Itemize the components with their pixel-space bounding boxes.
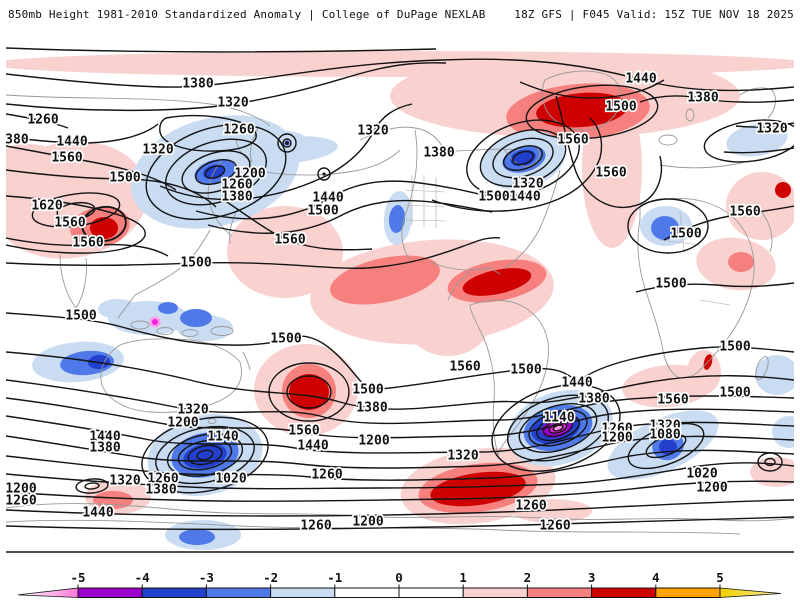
svg-text:1560: 1560 xyxy=(288,424,319,439)
svg-text:1560: 1560 xyxy=(557,133,588,148)
svg-text:1320: 1320 xyxy=(357,124,388,139)
svg-text:1560: 1560 xyxy=(54,216,85,231)
svg-text:1140: 1140 xyxy=(207,430,238,445)
svg-text:1440: 1440 xyxy=(82,506,113,521)
svg-text:1440: 1440 xyxy=(561,376,592,391)
svg-text:1560: 1560 xyxy=(657,393,688,408)
svg-text:0: 0 xyxy=(395,570,403,585)
svg-text:5: 5 xyxy=(716,570,724,585)
svg-text:1500: 1500 xyxy=(352,383,383,398)
svg-text:1260: 1260 xyxy=(601,422,632,437)
svg-text:1020: 1020 xyxy=(215,472,246,487)
svg-text:1320: 1320 xyxy=(109,474,140,489)
svg-text:1440: 1440 xyxy=(56,135,87,150)
svg-text:1560: 1560 xyxy=(729,205,760,220)
svg-text:1500: 1500 xyxy=(510,363,541,378)
map-title: 850mb Height 1981-2010 Standardized Anom… xyxy=(8,7,486,21)
svg-text:-4: -4 xyxy=(135,570,150,585)
svg-text:1560: 1560 xyxy=(274,233,305,248)
svg-text:1320: 1320 xyxy=(512,177,543,192)
svg-text:1500: 1500 xyxy=(605,100,636,115)
svg-text:1380: 1380 xyxy=(356,401,387,416)
svg-text:1440: 1440 xyxy=(625,72,656,87)
svg-text:1200: 1200 xyxy=(234,167,265,182)
svg-text:1380: 1380 xyxy=(182,77,213,92)
svg-text:1020: 1020 xyxy=(686,467,717,482)
svg-text:1320: 1320 xyxy=(447,449,478,464)
svg-text:1500: 1500 xyxy=(65,309,96,324)
svg-text:1260: 1260 xyxy=(147,472,178,487)
svg-text:1500: 1500 xyxy=(719,340,750,355)
svg-text:1200: 1200 xyxy=(601,431,632,446)
svg-text:1260: 1260 xyxy=(539,519,570,534)
svg-text:1200: 1200 xyxy=(352,515,383,530)
svg-text:1500: 1500 xyxy=(109,171,140,186)
svg-text:1440: 1440 xyxy=(312,191,343,206)
svg-text:3: 3 xyxy=(588,570,596,585)
svg-text:1560: 1560 xyxy=(72,236,103,251)
svg-text:1320: 1320 xyxy=(142,143,173,158)
model-run-info: 18Z GFS | F045 Valid: 15Z TUE NOV 18 202… xyxy=(514,7,794,21)
svg-text:4: 4 xyxy=(652,570,660,585)
svg-text:1440: 1440 xyxy=(297,439,328,454)
svg-text:1320: 1320 xyxy=(177,403,208,418)
svg-text:-2: -2 xyxy=(263,570,278,585)
svg-text:1380: 1380 xyxy=(145,483,176,498)
svg-text:1620: 1620 xyxy=(31,199,62,214)
svg-text:-1: -1 xyxy=(327,570,342,585)
svg-text:1260: 1260 xyxy=(300,519,331,534)
titlebar: 850mb Height 1981-2010 Standardized Anom… xyxy=(0,0,800,26)
svg-text:1500: 1500 xyxy=(670,227,701,242)
svg-text:1200: 1200 xyxy=(5,482,36,497)
svg-text:1500: 1500 xyxy=(307,204,338,219)
svg-text:1380: 1380 xyxy=(687,91,718,106)
svg-text:1080: 1080 xyxy=(649,428,680,443)
svg-text:-5: -5 xyxy=(70,570,85,585)
svg-text:1560: 1560 xyxy=(449,360,480,375)
svg-text:1320: 1320 xyxy=(649,419,680,434)
svg-text:1260: 1260 xyxy=(27,113,58,128)
svg-text:1500: 1500 xyxy=(655,277,686,292)
coastline-layer xyxy=(6,70,794,535)
svg-text:1500: 1500 xyxy=(719,386,750,401)
svg-text:1260: 1260 xyxy=(5,494,36,509)
svg-text:-3: -3 xyxy=(199,570,214,585)
height-contour-layer xyxy=(6,47,794,553)
svg-text:1380: 1380 xyxy=(221,190,252,205)
svg-text:2: 2 xyxy=(524,570,532,585)
svg-text:1560: 1560 xyxy=(595,166,626,181)
svg-text:1380: 1380 xyxy=(89,441,120,456)
svg-text:1380: 1380 xyxy=(578,392,609,407)
svg-text:1380: 1380 xyxy=(423,146,454,161)
svg-text:1140: 1140 xyxy=(543,411,574,426)
svg-text:1200: 1200 xyxy=(696,481,727,496)
svg-text:1440: 1440 xyxy=(89,430,120,445)
svg-text:1440: 1440 xyxy=(509,190,540,205)
svg-text:1260: 1260 xyxy=(515,499,546,514)
svg-text:1560: 1560 xyxy=(51,151,82,166)
svg-text:1500: 1500 xyxy=(270,332,301,347)
svg-text:1320: 1320 xyxy=(217,96,248,111)
svg-text:1380: 1380 xyxy=(0,133,29,148)
svg-text:1260: 1260 xyxy=(223,123,254,138)
svg-text:1: 1 xyxy=(459,570,467,585)
svg-text:1260: 1260 xyxy=(221,178,252,193)
svg-text:1500: 1500 xyxy=(180,256,211,271)
colorbar: -5 -4 -3 -2 -1 0 1 2 3 4 5 xyxy=(17,570,782,598)
svg-text:1260: 1260 xyxy=(311,468,342,483)
svg-text:1200: 1200 xyxy=(167,416,198,431)
svg-text:1200: 1200 xyxy=(358,434,389,449)
svg-text:1320: 1320 xyxy=(756,122,787,137)
svg-text:1500: 1500 xyxy=(478,190,509,205)
